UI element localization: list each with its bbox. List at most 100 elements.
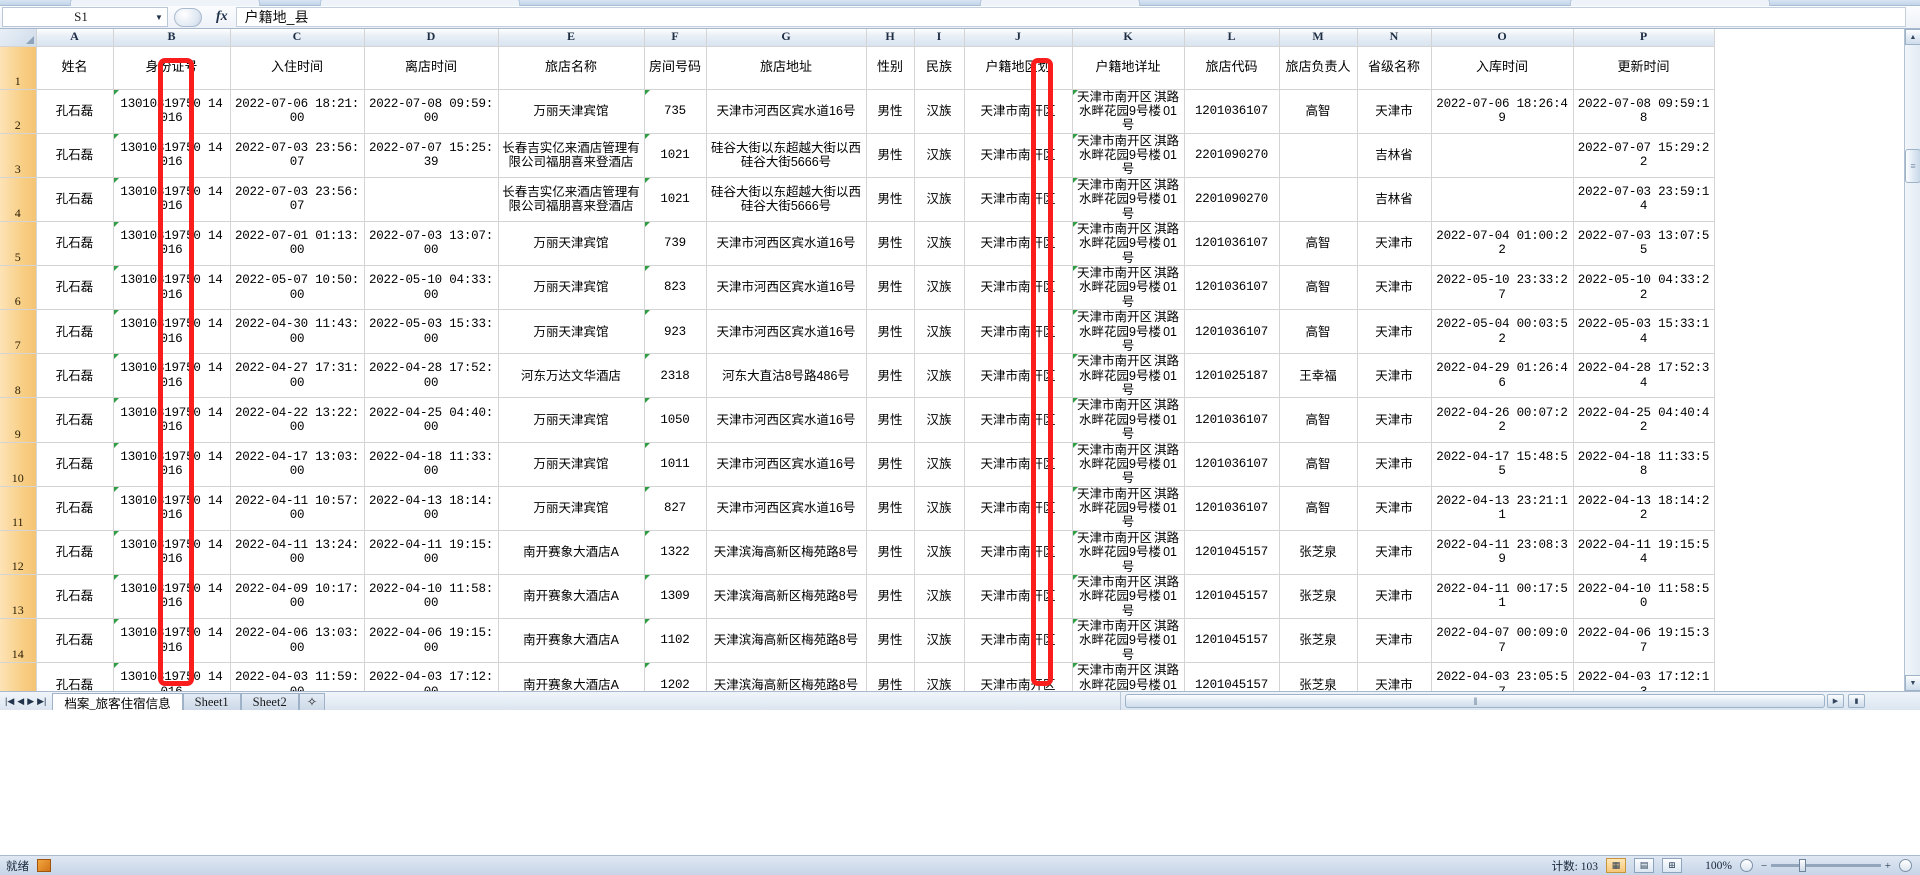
- cell-H13[interactable]: 男性: [866, 574, 915, 620]
- cell-L8[interactable]: 1201025187: [1184, 353, 1280, 399]
- cell-A7[interactable]: 孔石磊: [36, 309, 114, 355]
- cell-L7[interactable]: 1201036107: [1184, 309, 1280, 355]
- cell-C4[interactable]: 2022-07-03 23:56:07: [230, 177, 365, 222]
- cell-F13[interactable]: 1309: [644, 574, 707, 620]
- cell-C12[interactable]: 2022-04-11 13:24:00: [230, 530, 365, 575]
- cell-I4[interactable]: 汉族: [914, 177, 965, 222]
- cell-G7[interactable]: 天津市河西区宾水道16号: [706, 309, 867, 355]
- column-title-I[interactable]: 民族: [914, 46, 965, 90]
- cell-P8[interactable]: 2022-04-28 17:52:34: [1573, 353, 1715, 399]
- cell-A15[interactable]: 孔石磊: [36, 662, 114, 691]
- column-title-L[interactable]: 旅店代码: [1184, 46, 1280, 90]
- cell-L6[interactable]: 1201036107: [1184, 265, 1280, 311]
- cell-P14[interactable]: 2022-04-06 19:15:37: [1573, 618, 1715, 664]
- cell-N14[interactable]: 天津市: [1357, 618, 1432, 664]
- row-header-1[interactable]: 1: [0, 46, 37, 90]
- cell-M5[interactable]: 高智: [1279, 221, 1358, 267]
- cell-F15[interactable]: 1202: [644, 662, 707, 691]
- cell-E9[interactable]: 万丽天津宾馆: [498, 397, 645, 443]
- cell-J6[interactable]: 天津市南开区: [964, 265, 1073, 311]
- cell-F7[interactable]: 923: [644, 309, 707, 355]
- help-icon[interactable]: [1899, 859, 1912, 872]
- cell-G10[interactable]: 天津市河西区宾水道16号: [706, 442, 867, 487]
- cell-D4[interactable]: [364, 177, 499, 222]
- cell-G8[interactable]: 河东大直沽8号路486号: [706, 353, 867, 399]
- cell-A13[interactable]: 孔石磊: [36, 574, 114, 620]
- cell-G9[interactable]: 天津市河西区宾水道16号: [706, 397, 867, 443]
- column-title-N[interactable]: 省级名称: [1357, 46, 1432, 90]
- cell-H4[interactable]: 男性: [866, 177, 915, 222]
- cell-I14[interactable]: 汉族: [914, 618, 965, 664]
- cell-M11[interactable]: 高智: [1279, 486, 1358, 531]
- cell-A14[interactable]: 孔石磊: [36, 618, 114, 664]
- cell-M12[interactable]: 张芝泉: [1279, 530, 1358, 575]
- cell-N10[interactable]: 天津市: [1357, 442, 1432, 487]
- column-title-G[interactable]: 旅店地址: [706, 46, 867, 90]
- row-header-12[interactable]: 12: [0, 530, 37, 575]
- cell-B15[interactable]: 13010319750 14 016: [113, 662, 231, 691]
- record-macro-icon[interactable]: [37, 859, 51, 872]
- scroll-right-icon[interactable]: ▶: [1827, 694, 1844, 708]
- cell-P4[interactable]: 2022-07-03 23:59:14: [1573, 177, 1715, 222]
- row-header-15[interactable]: 15: [0, 662, 37, 691]
- col-header-L[interactable]: L: [1184, 29, 1280, 47]
- cell-F8[interactable]: 2318: [644, 353, 707, 399]
- cell-M15[interactable]: 张芝泉: [1279, 662, 1358, 691]
- table-row[interactable]: 14 孔石磊 13010319750 14 016 2022-04-06 13:03:…: [0, 618, 1715, 664]
- cell-N11[interactable]: 天津市: [1357, 486, 1432, 531]
- col-header-D[interactable]: D: [364, 29, 499, 47]
- cell-F12[interactable]: 1322: [644, 530, 707, 575]
- cell-E6[interactable]: 万丽天津宾馆: [498, 265, 645, 311]
- cell-I13[interactable]: 汉族: [914, 574, 965, 620]
- cell-G5[interactable]: 天津市河西区宾水道16号: [706, 221, 867, 267]
- cell-G6[interactable]: 天津市河西区宾水道16号: [706, 265, 867, 311]
- cell-L14[interactable]: 1201045157: [1184, 618, 1280, 664]
- col-header-K[interactable]: K: [1072, 29, 1185, 47]
- cell-O2[interactable]: 2022-07-06 18:26:49: [1431, 89, 1574, 134]
- cell-A3[interactable]: 孔石磊: [36, 133, 114, 178]
- cell-D14[interactable]: 2022-04-06 19:15:00: [364, 618, 499, 664]
- cell-H12[interactable]: 男性: [866, 530, 915, 575]
- col-header-M[interactable]: M: [1279, 29, 1358, 47]
- cell-M3[interactable]: [1279, 133, 1358, 178]
- cell-O6[interactable]: 2022-05-10 23:33:27: [1431, 265, 1574, 311]
- cell-E14[interactable]: 南开赛象大酒店A: [498, 618, 645, 664]
- cell-A6[interactable]: 孔石磊: [36, 265, 114, 311]
- cell-J2[interactable]: 天津市南开区: [964, 89, 1073, 134]
- cell-E4[interactable]: 长春吉实亿来酒店管理有限公司福朋喜来登酒店: [498, 177, 645, 222]
- cell-O10[interactable]: 2022-04-17 15:48:55: [1431, 442, 1574, 487]
- cell-J12[interactable]: 天津市南开区: [964, 530, 1073, 575]
- cell-B5[interactable]: 13010319750 14 016: [113, 221, 231, 267]
- cell-G3[interactable]: 硅谷大街以东超越大街以西硅谷大街5666号: [706, 133, 867, 178]
- col-header-C[interactable]: C: [230, 29, 365, 47]
- row-header-14[interactable]: 14: [0, 618, 37, 664]
- cell-I3[interactable]: 汉族: [914, 133, 965, 178]
- cell-L10[interactable]: 1201036107: [1184, 442, 1280, 487]
- cell-O9[interactable]: 2022-04-26 00:07:22: [1431, 397, 1574, 443]
- cell-P5[interactable]: 2022-07-03 13:07:55: [1573, 221, 1715, 267]
- column-title-M[interactable]: 旅店负责人: [1279, 46, 1358, 90]
- new-sheet-icon[interactable]: ✧: [298, 693, 326, 710]
- cell-K9[interactable]: 天津市南开区 淇路水畔花园9号楼 01号: [1072, 397, 1185, 443]
- cell-I15[interactable]: 汉族: [914, 662, 965, 691]
- cell-P6[interactable]: 2022-05-10 04:33:22: [1573, 265, 1715, 311]
- cell-O11[interactable]: 2022-04-13 23:21:11: [1431, 486, 1574, 531]
- column-title-J[interactable]: 户籍地区划: [964, 46, 1073, 90]
- col-header-E[interactable]: E: [498, 29, 645, 47]
- cell-P10[interactable]: 2022-04-18 11:33:58: [1573, 442, 1715, 487]
- row-header-3[interactable]: 3: [0, 133, 37, 178]
- col-header-B[interactable]: B: [113, 29, 231, 47]
- scroll-up-icon[interactable]: ▲: [1905, 29, 1920, 45]
- col-header-G[interactable]: G: [706, 29, 867, 47]
- cell-F5[interactable]: 739: [644, 221, 707, 267]
- sheet-tab-sheet1[interactable]: Sheet1: [182, 693, 241, 710]
- cell-M4[interactable]: [1279, 177, 1358, 222]
- cell-M6[interactable]: 高智: [1279, 265, 1358, 311]
- cell-H7[interactable]: 男性: [866, 309, 915, 355]
- cell-D15[interactable]: 2022-04-03 17:12:00: [364, 662, 499, 691]
- cell-B9[interactable]: 13010319750 14 016: [113, 397, 231, 443]
- row-header-11[interactable]: 11: [0, 486, 37, 531]
- cell-J15[interactable]: 天津市南开区: [964, 662, 1073, 691]
- horizontal-scrollbar[interactable]: ▶ ▮: [1120, 691, 1920, 710]
